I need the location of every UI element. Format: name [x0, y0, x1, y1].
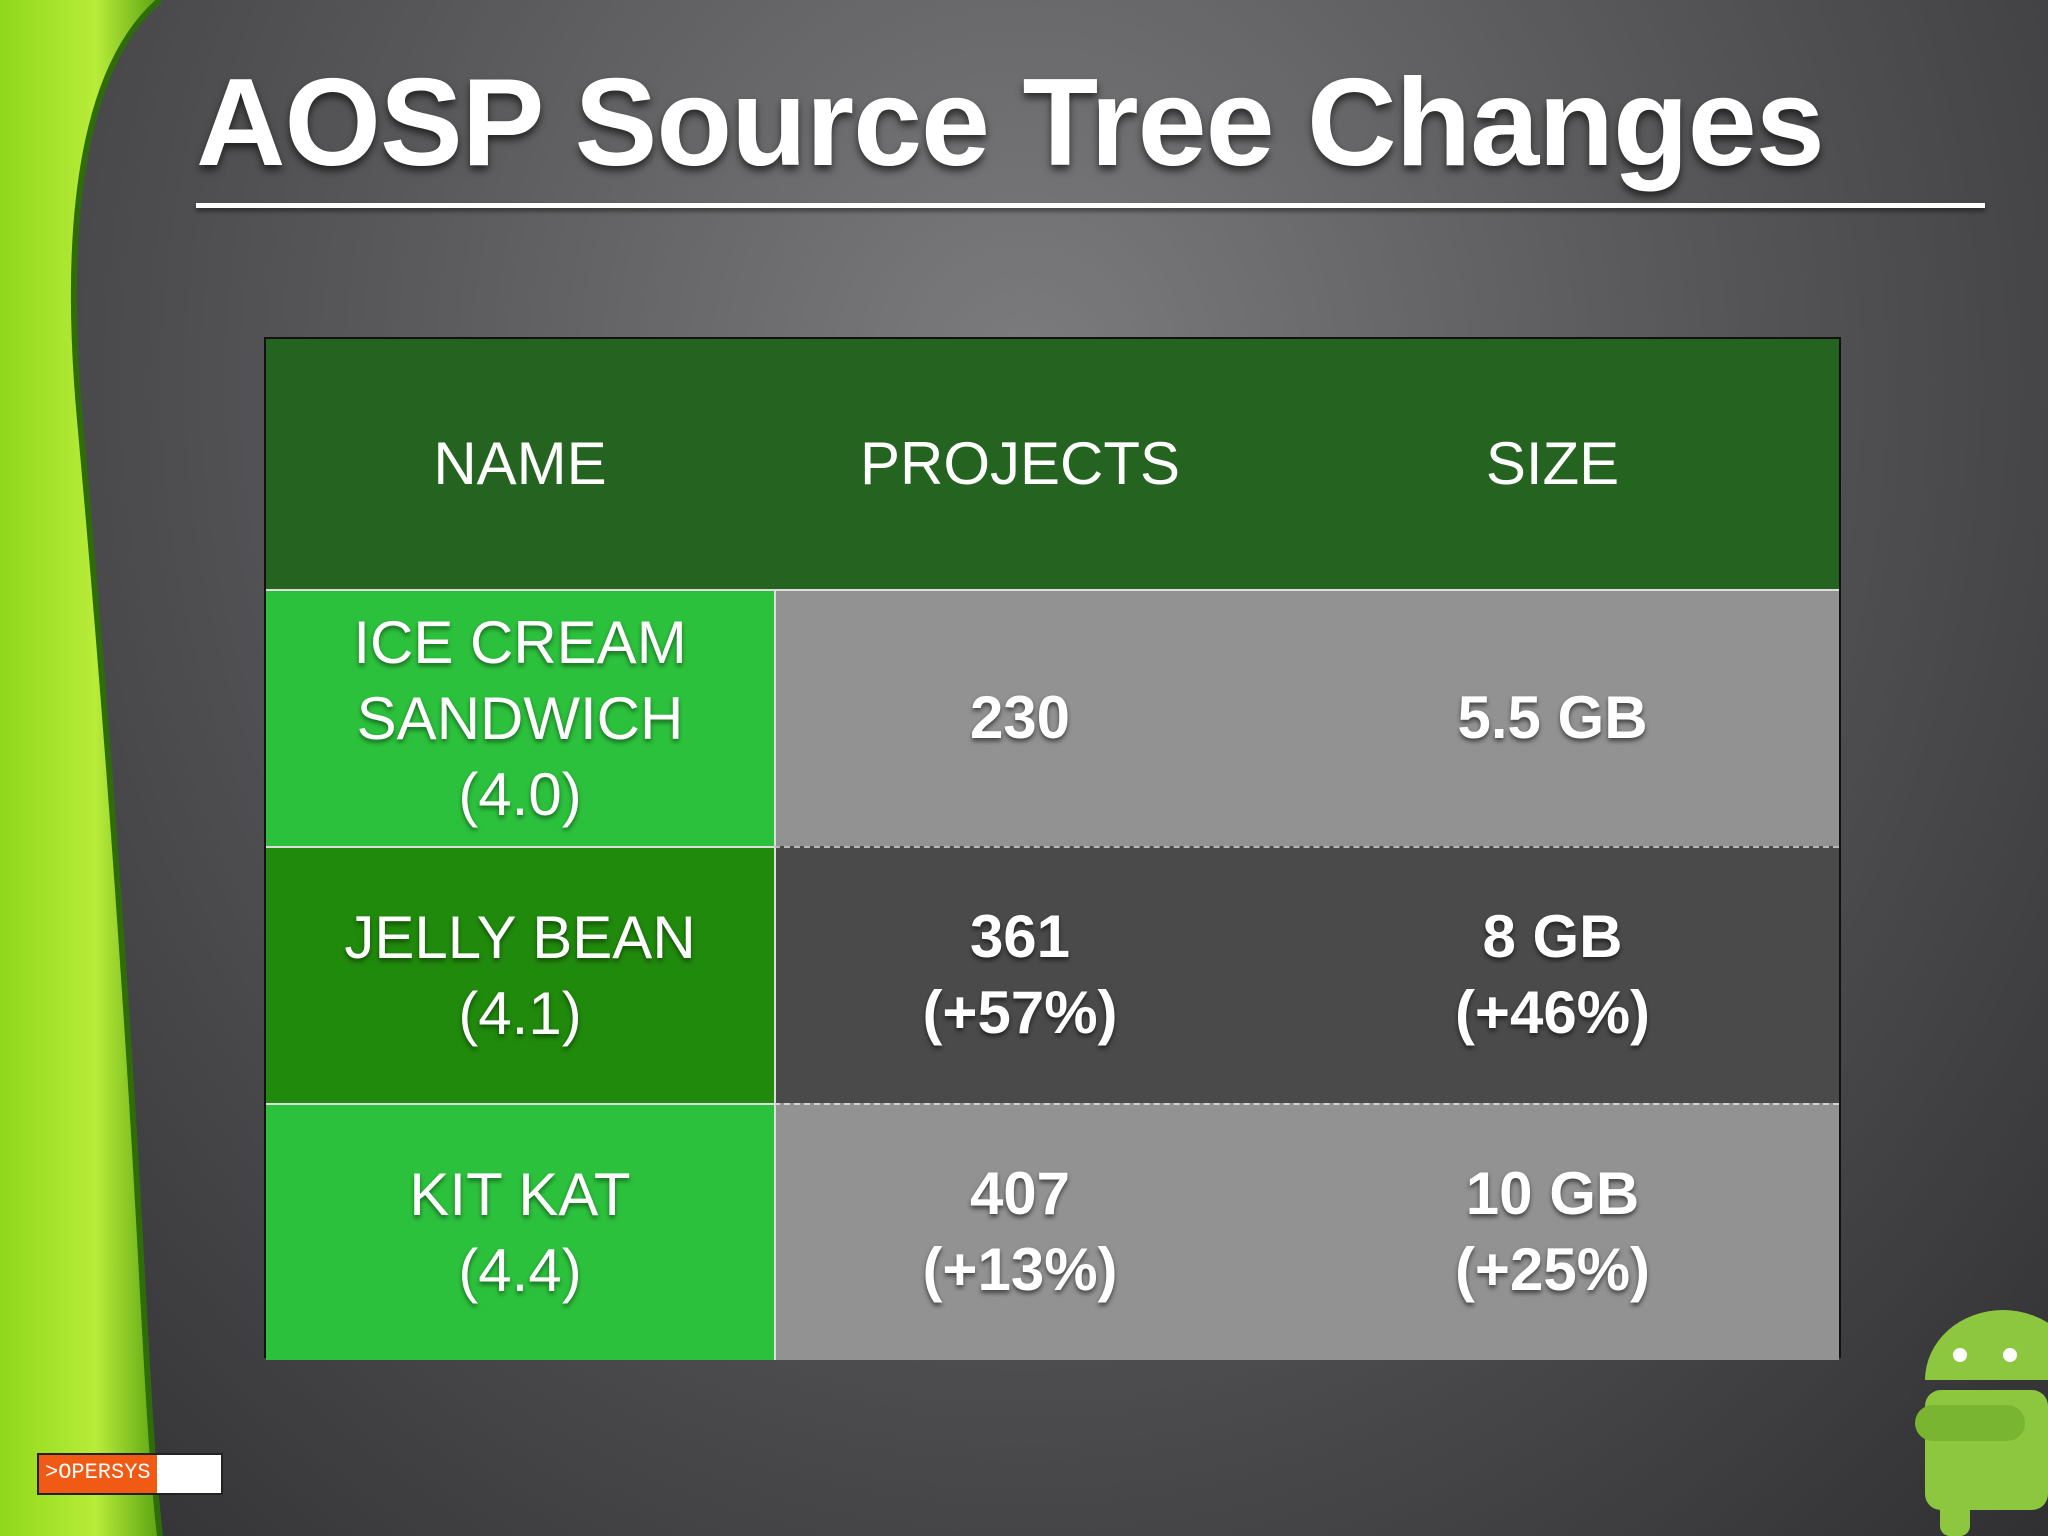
row-background: [774, 589, 1839, 846]
cell-name: KIT KAT (4.4): [266, 1103, 774, 1360]
cell-line: 10 GB: [1465, 1159, 1640, 1227]
logo-icons: [156, 1455, 221, 1493]
cell-value: 407 (+13%): [774, 1103, 1266, 1360]
cell-line: 5.5 GB: [1457, 683, 1648, 751]
cell-line: (+46%): [1454, 978, 1651, 1046]
logo-text: >OPERSYS: [39, 1455, 157, 1493]
android-robot: [1915, 1310, 2048, 1536]
cell-line: JELLY BEAN: [344, 903, 696, 971]
cell-line: 361: [969, 902, 1071, 970]
row-background: [774, 846, 1839, 1103]
row-background: [774, 1103, 1839, 1360]
cell-name: JELLY BEAN (4.1): [266, 846, 774, 1103]
cell-line: (+57%): [922, 978, 1118, 1046]
cell-line: 230: [969, 683, 1071, 751]
table: NAME PROJECTS SIZE ICE CREAM SANDWICH (4.0) 23…: [264, 337, 1841, 1360]
cell-name: ICE CREAM SANDWICH (4.0): [266, 589, 774, 846]
cell-line: 8 GB: [1482, 902, 1623, 970]
cell-value: 10 GB (+25%): [1266, 1103, 1839, 1360]
title-underline: [196, 203, 1985, 208]
cell-line: (4.0): [458, 760, 582, 828]
logo: >OPERSYS: [37, 1453, 223, 1495]
column-header: PROJECTS: [859, 430, 1181, 497]
column-header: NAME: [433, 430, 607, 497]
cell-line: (+13%): [922, 1235, 1118, 1303]
cell-line: 407: [969, 1159, 1071, 1227]
cell-value: 361 (+57%): [774, 846, 1266, 1103]
cell-line: (+25%): [1454, 1235, 1651, 1303]
slide-title: AOSP Source Tree Changes: [196, 54, 1825, 192]
cell-value: 8 GB (+46%): [1266, 846, 1839, 1103]
cell-value: 230: [774, 589, 1266, 846]
cell-line: (4.4): [458, 1236, 582, 1304]
cell-line: SANDWICH: [356, 684, 684, 752]
cell-line: ICE CREAM: [353, 608, 687, 676]
cell-value: 5.5 GB: [1266, 589, 1839, 846]
cell-line: (4.1): [458, 979, 582, 1047]
header-row: [266, 339, 1839, 589]
column-header: SIZE: [1485, 430, 1620, 497]
cell-line: KIT KAT: [409, 1160, 631, 1228]
